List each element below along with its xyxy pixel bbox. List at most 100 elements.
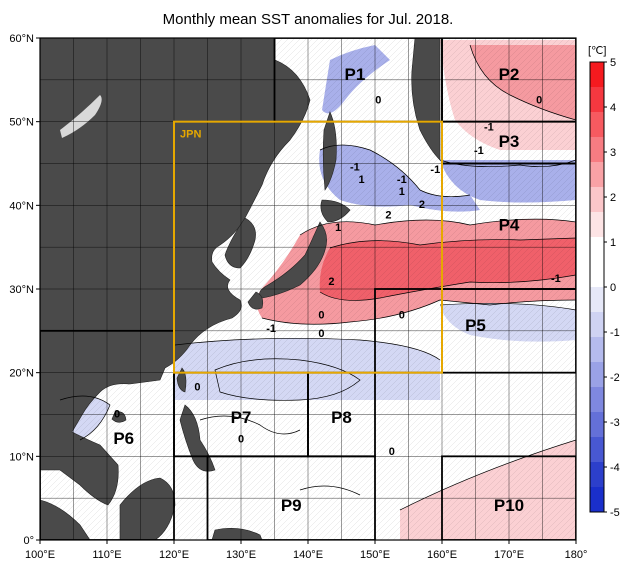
contour-label: 0 (194, 382, 200, 394)
region-label-p9: P9 (281, 496, 302, 515)
kamchatka (411, 38, 441, 161)
contour-lines (59, 44, 576, 511)
contour-label: -1 (350, 162, 360, 174)
region-box-p10 (441, 455, 576, 540)
borneo (119, 477, 176, 540)
colorbar-swatch (590, 437, 604, 463)
axis-ticks: 100°E 110°E 120°E 130°E 140°E 150°E 160°E 170°E… (9, 33, 587, 561)
colorbar-tick-label: -1 (610, 327, 620, 339)
region-label-p7: P7 (231, 408, 252, 427)
lat-tick-label: 40°N (9, 200, 34, 212)
contour-label: -1 (551, 273, 561, 285)
contour-label: 0 (114, 408, 120, 420)
colorbar-swatch (590, 462, 604, 488)
lon-tick-label: 170°E (494, 549, 524, 561)
colorbar-swatch (590, 237, 604, 263)
colorbar-tick-label: 5 (610, 57, 616, 69)
colorbar-tick-label: -4 (610, 462, 620, 474)
colorbar-tick-label: 3 (610, 147, 616, 159)
contour-label: 0 (536, 95, 542, 107)
colorbar-tick-label: 0 (610, 282, 616, 294)
lon-tick-label: 120°E (159, 549, 189, 561)
contour-label: 1 (359, 174, 365, 186)
colorbar-swatch (590, 212, 604, 238)
sumatra-malaysia (40, 499, 91, 540)
region-labels: P1 P2 P3 P4 P5 P6 P7 P8 P9 P10 (113, 65, 524, 515)
colorbar-swatch (590, 362, 604, 388)
contour-label: 0 (399, 310, 405, 322)
colorbar: [℃] 5 4 3 2 1 0 -1 -2 -3 -4 -5 (588, 45, 620, 519)
colorbar-swatch (590, 412, 604, 438)
region-box-p5 (374, 288, 576, 374)
colorbar-swatches (589, 61, 605, 513)
colorbar-swatch (590, 312, 604, 338)
lon-tick-label: 100°E (25, 549, 55, 561)
contour-label: 1 (335, 222, 341, 234)
colorbar-tick-label: -2 (610, 372, 620, 384)
contour-label: -1 (397, 174, 407, 186)
contour-label: 0 (318, 310, 324, 322)
contour-label: 2 (385, 209, 391, 221)
colorbar-tick-label: 4 (610, 102, 616, 114)
lon-tick-label: 160°E (427, 549, 457, 561)
contour-label: 1 (399, 186, 405, 198)
philippines (179, 404, 216, 472)
contour-label: 0 (318, 328, 324, 340)
lat-tick-label: 10°N (9, 451, 34, 463)
jpn-region-box (173, 120, 443, 374)
colorbar-ticks: 5 4 3 2 1 0 -1 -2 -3 -4 -5 (604, 57, 620, 519)
contour-label: 2 (419, 199, 425, 211)
colorbar-swatch (590, 112, 604, 138)
region-label-p8: P8 (331, 408, 352, 427)
colorbar-tick-label: -5 (610, 507, 620, 519)
region-box-p9 (206, 455, 376, 540)
colorbar-swatch (590, 287, 604, 313)
lon-tick-label: 140°E (293, 549, 323, 561)
lat-tick-label: 30°N (9, 284, 34, 296)
colorbar-swatch (590, 337, 604, 363)
contour-label: -1 (474, 145, 484, 157)
korea-peninsula (224, 217, 256, 269)
contour-label: -1 (484, 121, 494, 133)
contour-label: 0 (238, 434, 244, 446)
sakhalin (322, 111, 337, 191)
contour-label: -1 (266, 323, 276, 335)
contour-label: 0 (389, 446, 395, 458)
colorbar-unit: [℃] (588, 45, 606, 57)
kyushu (247, 291, 264, 310)
contour-label: -1 (430, 164, 440, 176)
region-label-p3: P3 (499, 132, 520, 151)
region-label-p2: P2 (499, 65, 520, 84)
jpn-label: JPN (180, 129, 201, 141)
colorbar-tick-label: 2 (610, 192, 616, 204)
lake (60, 95, 102, 138)
lon-tick-label: 130°E (226, 549, 256, 561)
lon-tick-label: 110°E (92, 549, 121, 561)
lat-tick-label: 50°N (9, 117, 34, 129)
lat-tick-label: 0° (23, 535, 34, 547)
colorbar-swatch (590, 487, 604, 513)
region-label-p1: P1 (345, 65, 366, 84)
map-title: Monthly mean SST anomalies for Jul. 2018… (163, 11, 454, 28)
contour-label: 0 (375, 95, 381, 107)
lon-tick-label: 150°E (360, 549, 390, 561)
colorbar-swatch (590, 387, 604, 413)
region-label-p6: P6 (113, 429, 134, 448)
lat-tick-label: 20°N (9, 368, 34, 380)
colorbar-tick-label: -3 (610, 417, 620, 429)
colorbar-swatch (590, 62, 604, 88)
contour-label: 2 (328, 276, 334, 288)
lat-tick-label: 60°N (9, 33, 34, 45)
colorbar-swatch (590, 262, 604, 288)
colorbar-tick-label: 1 (610, 237, 616, 249)
lon-tick-label: 180° (565, 549, 588, 561)
region-label-p10: P10 (494, 496, 524, 515)
colorbar-swatch (590, 187, 604, 213)
colorbar-swatch (590, 162, 604, 188)
colorbar-swatch (590, 137, 604, 163)
colorbar-swatch (590, 87, 604, 113)
region-label-p4: P4 (499, 216, 520, 235)
region-label-p5: P5 (465, 316, 486, 335)
